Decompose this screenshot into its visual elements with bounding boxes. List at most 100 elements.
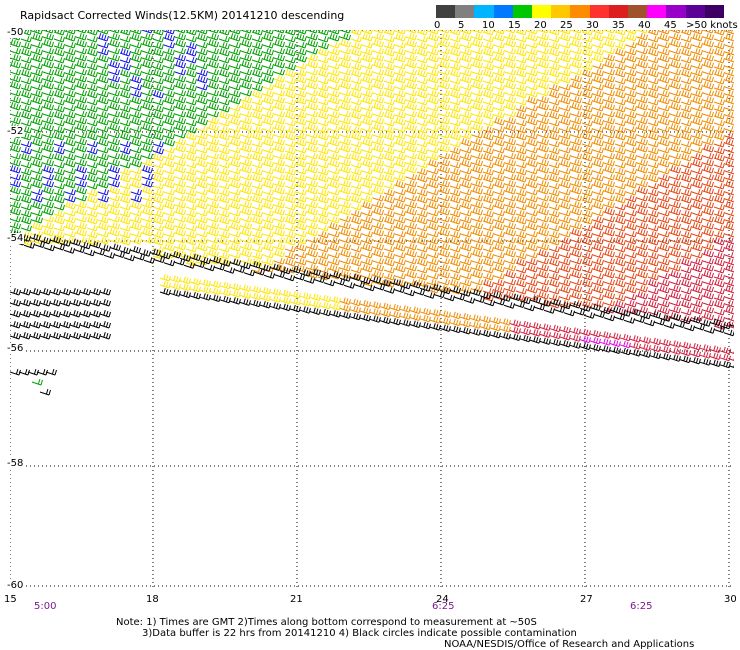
wind-barb <box>526 174 538 182</box>
wind-barb <box>339 236 351 244</box>
wind-barb <box>592 132 604 140</box>
wind-barb <box>45 368 57 376</box>
wind-barb <box>64 174 76 182</box>
wind-barb <box>526 111 538 119</box>
wind-barb <box>251 224 263 232</box>
wind-barb <box>350 98 362 106</box>
wind-barb <box>53 105 65 113</box>
wind-barb <box>405 39 417 48</box>
wind-barb <box>10 321 21 329</box>
wind-barb <box>658 279 670 287</box>
wind-barb <box>405 152 417 160</box>
wind-barb <box>680 189 692 197</box>
wind-barb <box>108 89 120 97</box>
wind-barb <box>108 180 120 188</box>
wind-barb <box>173 258 185 266</box>
wind-barb <box>189 284 201 293</box>
wind-barb <box>279 266 291 275</box>
wind-barb <box>636 159 648 167</box>
wind-barb <box>53 224 65 232</box>
wind-barb <box>328 138 340 147</box>
wind-barb <box>570 152 582 160</box>
wind-barb <box>559 167 571 175</box>
wind-barb <box>713 153 725 162</box>
wind-barb <box>394 125 406 133</box>
wind-barb <box>548 189 560 197</box>
wind-barb <box>249 292 261 301</box>
wind-barb <box>152 84 164 92</box>
wind-barb <box>702 312 714 321</box>
wind-barb <box>581 237 593 246</box>
wind-barb <box>449 119 461 127</box>
wind-barb <box>559 146 571 154</box>
wind-barb <box>471 138 483 146</box>
wind-barb <box>218 161 230 169</box>
wind-barb <box>185 111 197 120</box>
wind-barb <box>185 42 197 50</box>
wind-barb <box>519 327 531 336</box>
wind-barb <box>680 140 692 148</box>
wind-barb <box>31 62 43 70</box>
wind-barb <box>614 90 626 99</box>
wind-barb <box>680 308 692 316</box>
wind-barb <box>53 243 65 251</box>
wind-barb <box>174 110 186 118</box>
wind-barb <box>339 138 351 146</box>
wind-barb <box>581 168 593 176</box>
wind-barb <box>724 180 734 189</box>
wind-barb <box>339 117 351 125</box>
wind-barb <box>573 308 585 316</box>
wind-barb <box>141 54 153 62</box>
wind-barb <box>515 147 527 155</box>
wind-barb <box>383 210 395 218</box>
wind-barb <box>295 243 307 252</box>
wind-barb <box>629 342 641 350</box>
wind-barb <box>284 216 296 225</box>
wind-barb <box>174 186 186 195</box>
wind-barb <box>339 131 351 139</box>
wind-barb <box>691 69 703 77</box>
wind-barb <box>724 222 734 231</box>
wind-barb <box>647 168 659 176</box>
legend-tick: 35 <box>612 20 625 31</box>
wind-barb <box>658 159 670 168</box>
wind-barb <box>438 186 450 195</box>
wind-barb <box>643 319 655 327</box>
wind-barb <box>53 30 65 36</box>
wind-barb <box>559 30 571 35</box>
wind-barb <box>416 245 428 253</box>
wind-barb <box>269 302 281 310</box>
wind-barb <box>339 123 351 132</box>
wind-barb <box>240 117 252 125</box>
wind-barb <box>317 126 329 134</box>
wind-barb <box>416 231 428 239</box>
wind-barb <box>614 203 626 211</box>
wind-barb <box>251 168 263 176</box>
wind-barb <box>493 54 505 63</box>
wind-barb <box>394 222 406 231</box>
wind-barb <box>262 132 274 140</box>
wind-barb <box>86 140 98 148</box>
wind-barb <box>75 54 87 62</box>
wind-barb <box>350 132 362 141</box>
wind-barb <box>64 83 76 91</box>
wind-barb <box>702 152 714 160</box>
wind-barb <box>218 35 230 43</box>
wind-barb <box>691 138 703 147</box>
wind-barb <box>18 368 30 376</box>
wind-barb <box>416 237 428 246</box>
wind-barb <box>713 224 725 232</box>
wind-barb <box>449 90 461 99</box>
wind-barb <box>423 292 435 299</box>
wind-barb <box>306 131 318 139</box>
wind-barb <box>339 311 351 319</box>
wind-barb <box>31 117 43 126</box>
wind-barb <box>361 41 373 49</box>
wind-barb <box>603 222 615 230</box>
wind-barb <box>163 90 175 98</box>
wind-barb <box>636 207 648 216</box>
wind-barb <box>460 96 472 105</box>
wind-barb <box>669 39 681 48</box>
wind-barb <box>383 216 395 225</box>
wind-barb <box>163 138 175 147</box>
